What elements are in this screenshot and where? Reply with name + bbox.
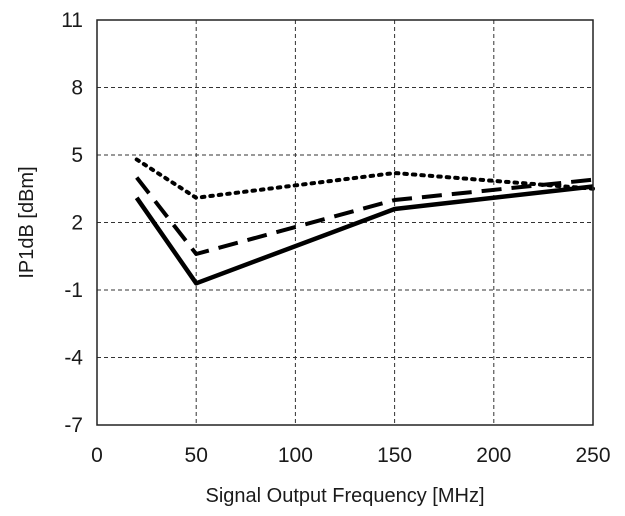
- plot-frame: [96, 19, 594, 426]
- y-tick-label: 8: [71, 77, 83, 100]
- x-tick-label: 0: [91, 444, 103, 467]
- x-axis-title: Signal Output Frequency [MHz]: [205, 485, 484, 507]
- y-tick-labels: -7 -4 -1 2 5 8 11: [61, 9, 83, 437]
- x-tick-label: 200: [476, 444, 511, 467]
- x-tick-label: 250: [575, 444, 610, 467]
- y-tick-label: 11: [61, 9, 83, 32]
- y-tick-label: -1: [64, 279, 83, 302]
- series-line-dashed: [135, 176, 594, 256]
- y-tick-label: 5: [71, 144, 83, 167]
- series-line-dotted: [134, 157, 595, 200]
- x-tick-label: 150: [377, 444, 412, 467]
- y-tick-label: -7: [64, 414, 83, 437]
- x-tick-label: 100: [278, 444, 313, 467]
- x-tick-labels: 0 50 100 150 200 250: [91, 444, 610, 467]
- grid-lines: [96, 19, 594, 426]
- y-axis-title: IP1dB [dBm]: [16, 166, 38, 278]
- x-tick-label: 50: [185, 444, 208, 467]
- series-line-solid: [134, 184, 594, 286]
- y-tick-label: -4: [64, 347, 83, 370]
- series-lines: [134, 157, 595, 286]
- y-tick-label: 2: [71, 212, 83, 235]
